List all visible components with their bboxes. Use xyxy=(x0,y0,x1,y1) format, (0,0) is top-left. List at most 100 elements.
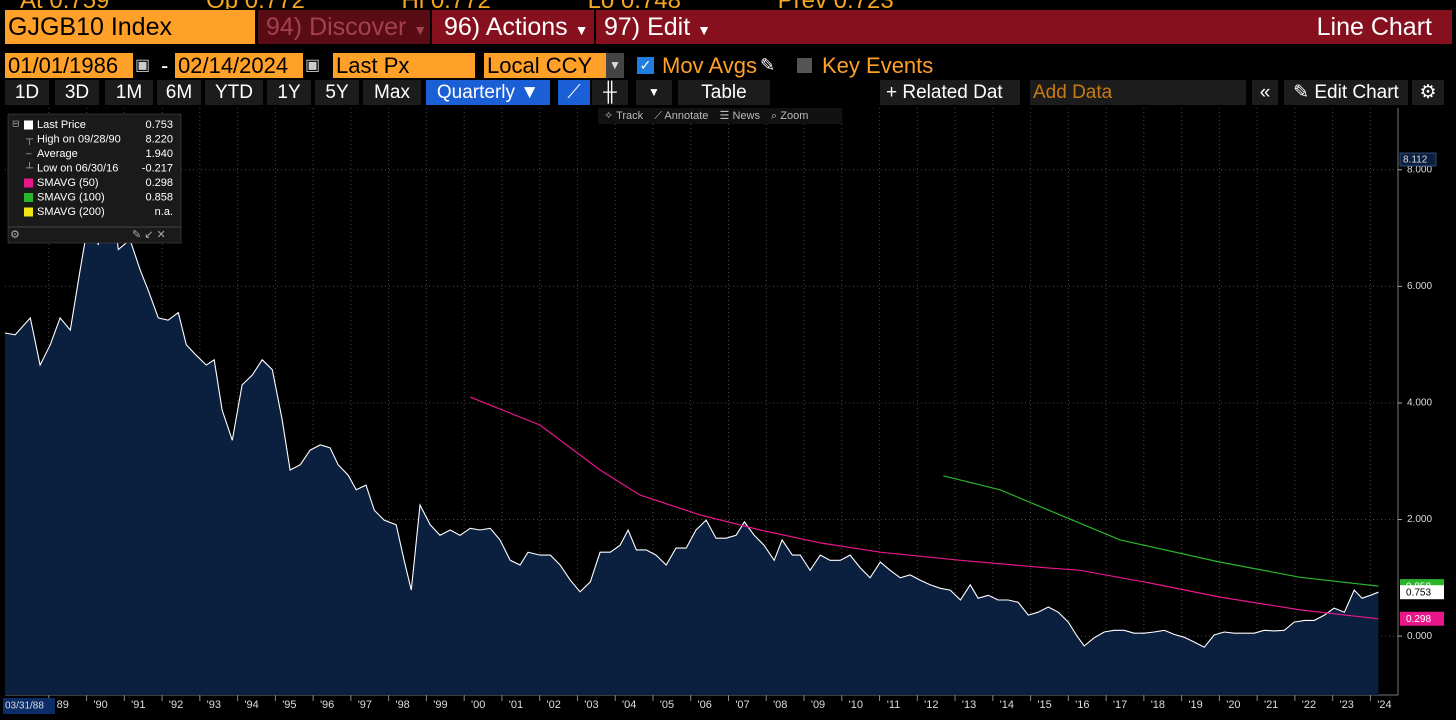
x-tick-label: '08 xyxy=(773,699,787,711)
x-tick-label: '02 xyxy=(547,699,561,711)
bar-icon[interactable]: ╫ xyxy=(592,80,628,105)
start-label-box xyxy=(3,698,55,714)
y-tick-label: 4.000 xyxy=(1407,398,1432,409)
x-tick-label: '20 xyxy=(1226,699,1240,711)
x-tick-label: '90 xyxy=(93,699,107,711)
legend-glyph: ┬ xyxy=(25,134,34,145)
legend-icons: ⚙ xyxy=(10,229,20,241)
security-field[interactable]: GJGB10 Index xyxy=(5,10,255,44)
y-tick-label: 0.000 xyxy=(1407,631,1432,642)
start-date[interactable]: 01/01/1986 xyxy=(5,53,133,78)
dropdown-arrow[interactable]: ▼ xyxy=(606,53,624,78)
line-icon[interactable]: ⟋ xyxy=(558,80,590,105)
tool[interactable]: Annotate xyxy=(664,110,709,122)
x-tick-label: '12 xyxy=(924,699,938,711)
label: 97) Edit xyxy=(604,13,691,41)
key-events-label: Key Events xyxy=(822,53,934,78)
discover-menu[interactable]: 94) Discover ▼ xyxy=(258,10,430,44)
high-tag-label: 8.112 xyxy=(1403,155,1428,166)
x-tick-label: '91 xyxy=(131,699,145,711)
edit-menu[interactable]: 97) Edit ▼ xyxy=(594,10,710,44)
legend-label: High on 09/28/90 xyxy=(37,133,121,145)
x-tick-label: '17 xyxy=(1113,699,1127,711)
field-select[interactable]: Last Px xyxy=(333,53,475,78)
x-tick-label: '96 xyxy=(320,699,334,711)
value-tag: 0.298 xyxy=(1400,611,1444,626)
line xyxy=(943,475,1379,587)
period-button[interactable]: 5Y xyxy=(315,80,359,105)
dropdown-arrow[interactable]: ▼ xyxy=(636,80,672,105)
high-tag-box xyxy=(1399,152,1437,167)
x-tick-label: '05 xyxy=(660,699,674,711)
period-button[interactable]: 1M xyxy=(105,80,153,105)
y-tick-label: 6.000 xyxy=(1407,281,1432,292)
tool[interactable]: Zoom xyxy=(780,110,809,122)
x-tick-label: '22 xyxy=(1302,699,1316,711)
legend-value: 1.940 xyxy=(145,148,173,160)
x-tick-label: '06 xyxy=(698,699,712,711)
label: Related Dat xyxy=(902,82,1003,103)
settings-icon[interactable]: ⚙ xyxy=(1412,80,1444,105)
separator: - xyxy=(161,53,169,78)
legend-value: 8.220 xyxy=(145,133,173,145)
area xyxy=(5,164,1379,695)
checkbox-checked[interactable]: ✓ xyxy=(637,57,654,74)
collapse-button[interactable]: « xyxy=(1252,80,1278,105)
calendar-icon[interactable]: ▣ xyxy=(305,57,321,74)
period-button[interactable]: 6M xyxy=(157,80,201,105)
legend-swatch xyxy=(24,120,33,130)
x-tick-label: '21 xyxy=(1264,699,1278,711)
legend-value: 0.753 xyxy=(145,119,173,131)
x-tick-label: '92 xyxy=(169,699,183,711)
legend-label: Low on 06/30/16 xyxy=(37,162,118,174)
legend-label: SMAVG (50) xyxy=(37,177,99,189)
value-tag-label: 0.753 xyxy=(1406,587,1431,598)
x-tick-label: '03 xyxy=(584,699,598,711)
start-label: 03/31/88 xyxy=(5,701,44,712)
calendar-icon[interactable]: ▣ xyxy=(135,57,151,74)
x-tick-label: '15 xyxy=(1037,699,1051,711)
line xyxy=(4,164,1379,648)
period-button[interactable]: Max xyxy=(363,80,421,105)
quote: At 0.759 xyxy=(20,0,109,9)
legend-swatch xyxy=(24,178,33,188)
legend-label: SMAVG (200) xyxy=(37,206,105,218)
x-tick-label: '13 xyxy=(962,699,976,711)
x-tick-label: '10 xyxy=(849,699,863,711)
legend-value: -0.217 xyxy=(142,162,173,174)
actions-menu[interactable]: 96) Actions ▼ xyxy=(436,10,590,44)
legend-label: Last Price xyxy=(37,119,86,131)
view-title: Line Chart xyxy=(1316,13,1432,41)
add-data-input[interactable]: Add Data xyxy=(1030,80,1246,105)
x-tick-label: '04 xyxy=(622,699,636,711)
period-button[interactable]: 3D xyxy=(55,80,99,105)
x-tick-label: '07 xyxy=(735,699,749,711)
x-tick-label: '94 xyxy=(244,699,258,711)
edit-chart-button[interactable]: ✎ Edit Chart xyxy=(1284,80,1408,105)
x-tick-label: '16 xyxy=(1075,699,1089,711)
currency-select[interactable]: Local CCY xyxy=(484,53,606,78)
line xyxy=(469,396,1379,620)
frequency-select[interactable]: Quarterly ▼ xyxy=(426,80,550,105)
end-date[interactable]: 02/14/2024 xyxy=(175,53,303,78)
legend-swatch xyxy=(24,193,33,202)
period-button[interactable]: 1Y xyxy=(267,80,311,105)
x-tick-label: '01 xyxy=(509,699,523,711)
tool[interactable]: News xyxy=(732,110,760,122)
checkbox[interactable] xyxy=(797,58,812,73)
pencil-icon[interactable]: ✎ xyxy=(760,55,776,75)
period-button[interactable]: YTD xyxy=(205,80,263,105)
table-button[interactable]: Table xyxy=(678,80,770,105)
x-tick-label: '97 xyxy=(358,699,372,711)
quote: Hi 0.772 xyxy=(402,0,491,9)
chart: 8.000 6.000 4.000 2.000 0.000 89 '90 '91 '92 '93 '… xyxy=(0,108,1456,720)
y-tick-label: 2.000 xyxy=(1407,514,1432,525)
x-tick-label: '93 xyxy=(207,699,221,711)
label: Quarterly xyxy=(436,82,516,103)
tool[interactable]: Track xyxy=(616,110,644,122)
related-data-button[interactable]: + Related Dat xyxy=(880,80,1020,105)
legend-box xyxy=(7,113,182,244)
value-tag: 0.753 xyxy=(1400,585,1444,600)
period-button[interactable]: 1D xyxy=(5,80,49,105)
value-tag-box xyxy=(1400,585,1444,600)
